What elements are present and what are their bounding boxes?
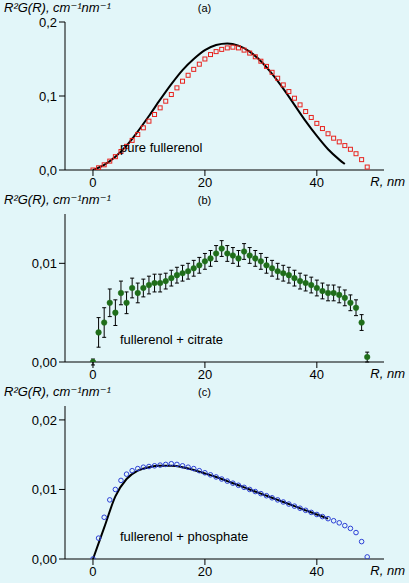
svg-text:0,0: 0,0 bbox=[39, 163, 57, 178]
svg-text:0: 0 bbox=[89, 175, 96, 190]
svg-text:0,02: 0,02 bbox=[32, 413, 57, 428]
svg-text:40: 40 bbox=[310, 367, 324, 382]
html-text:fullerenol + phosphate: fullerenol + phosphate bbox=[120, 529, 249, 544]
svg-text:0,2: 0,2 bbox=[39, 15, 57, 30]
html-text:fullerenol + citrate: fullerenol + citrate bbox=[120, 332, 223, 347]
svg-text:20: 20 bbox=[198, 367, 212, 382]
html-text:R, nm: R, nm bbox=[370, 174, 405, 189]
html-text:R, nm: R, nm bbox=[370, 563, 405, 578]
svg-text:0,00: 0,00 bbox=[32, 552, 57, 567]
svg-text:20: 20 bbox=[198, 175, 212, 190]
svg-text:0: 0 bbox=[89, 564, 96, 579]
html-text:(c): (c) bbox=[198, 386, 211, 398]
svg-text:0,01: 0,01 bbox=[32, 256, 57, 271]
svg-text:0,1: 0,1 bbox=[39, 89, 57, 104]
html-text:R²G(R), cm⁻¹nm⁻¹: R²G(R), cm⁻¹nm⁻¹ bbox=[4, 192, 111, 207]
svg-text:40: 40 bbox=[310, 564, 324, 579]
html-text:R, nm: R, nm bbox=[370, 366, 405, 381]
html-text:R²G(R), cm⁻¹nm⁻¹: R²G(R), cm⁻¹nm⁻¹ bbox=[4, 0, 111, 15]
svg-text:0: 0 bbox=[89, 367, 96, 382]
svg-text:20: 20 bbox=[198, 564, 212, 579]
svg-text:0,00: 0,00 bbox=[32, 355, 57, 370]
svg-text:0,01: 0,01 bbox=[32, 482, 57, 497]
html-text:(a): (a) bbox=[197, 2, 212, 14]
html-text:pure fullerenol: pure fullerenol bbox=[120, 140, 203, 155]
html-text:(b): (b) bbox=[197, 194, 212, 206]
svg-text:40: 40 bbox=[310, 175, 324, 190]
html-text:R²G(R), cm⁻¹nm⁻¹: R²G(R), cm⁻¹nm⁻¹ bbox=[4, 384, 111, 399]
